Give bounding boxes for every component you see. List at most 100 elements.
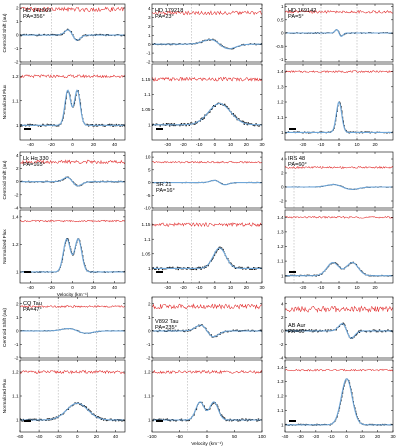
shift-model — [285, 29, 393, 37]
y-tick-label: 2 — [16, 301, 19, 306]
x-tick-label: -10 — [328, 434, 335, 439]
x-tick-label: -40 — [36, 434, 43, 439]
y-tick-label: 0 — [148, 180, 151, 185]
y-tick-label: 4 — [281, 157, 284, 162]
shift-model — [20, 328, 125, 334]
shift-perpendicular — [20, 304, 125, 308]
y-tick-label: 1 — [148, 266, 151, 271]
x-tick-label: 10 — [228, 142, 234, 147]
star-name: AB Aur — [288, 323, 306, 329]
y-tick-label: 1 — [16, 315, 19, 320]
flux-axes: 1 1.1 1.2 — [12, 63, 126, 141]
x-tick-label: 30 — [259, 285, 265, 290]
centroid-shift-axes: -2 -1 0 1 2 — [14, 296, 126, 361]
flux-data — [152, 102, 262, 127]
y-tick-label: 1.05 — [142, 107, 151, 112]
centroid-shift-axes: -2 -1 0 1 2 3 4 — [146, 3, 263, 65]
resolution-bar — [156, 128, 163, 130]
flux-model — [20, 89, 125, 126]
y-tick-label: -1 — [14, 46, 19, 51]
flux-model — [152, 401, 262, 421]
x-tick-label: -20 — [55, 434, 62, 439]
y-tick-label: -10 — [144, 206, 151, 211]
y-tick-label: -2 — [146, 60, 151, 65]
flux-model — [285, 378, 393, 426]
shift-model — [285, 184, 393, 190]
y-tick-label: 1 — [16, 19, 19, 24]
resolution-bar — [289, 420, 296, 422]
y-tick-label: 1 — [281, 130, 284, 135]
flux-residual — [152, 369, 262, 375]
axes-frame — [151, 209, 263, 284]
x-tick-label: 40 — [112, 285, 118, 290]
star-name: HD 179218 — [155, 8, 183, 14]
y-tick-label: -2 — [279, 199, 284, 204]
x-tick-label: 20 — [372, 285, 378, 290]
x-tick-label: -30 — [164, 142, 171, 147]
y-tick-label: 1 — [148, 33, 151, 38]
y-axis-label-flux: Normalized Flux — [2, 229, 8, 264]
star-name: HD 169142 — [288, 8, 316, 14]
flux-model — [285, 100, 393, 133]
y-tick-label: 1.2 — [12, 370, 19, 375]
centroid-shift-axes: -4 -2 0 2 4 — [279, 296, 394, 361]
centroid-shift-axes: -4 -2 0 2 4 — [14, 151, 126, 211]
flux-axes: 1 1.1 1.2 — [144, 359, 263, 433]
flux-data — [152, 246, 262, 271]
x-tick-label: 10 — [360, 434, 366, 439]
flux-data — [285, 378, 393, 426]
flux-residual — [20, 74, 125, 79]
flux-residual — [152, 222, 262, 228]
y-tick-label: -0.5 — [276, 44, 284, 49]
x-tick-label: -40 — [27, 142, 34, 147]
x-tick-label: 100 — [258, 434, 266, 439]
flux-residual — [20, 219, 125, 223]
flux-axes: 1 1.05 1.1 1.15 — [142, 63, 263, 141]
x-tick-label: 0 — [214, 285, 217, 290]
y-tick-label: 1.3 — [277, 230, 284, 235]
y-tick-label: 10 — [145, 155, 151, 160]
shift-perpendicular — [285, 165, 393, 169]
shift-perpendicular — [285, 10, 393, 14]
flux-residual — [285, 216, 393, 219]
position-angle: PA=60° — [288, 329, 307, 335]
resolution-bar — [156, 271, 163, 273]
y-tick-label: 2 — [148, 24, 151, 29]
y-tick-label: 1.1 — [144, 92, 151, 97]
y-tick-label: 2 — [16, 6, 19, 11]
y-tick-label: -1 — [146, 51, 151, 56]
y-tick-label: -2 — [14, 356, 19, 361]
axes-frame — [151, 151, 263, 209]
shift-model — [20, 29, 125, 41]
y-tick-label: -4 — [14, 206, 19, 211]
x-tick-label: 0 — [214, 142, 217, 147]
x-tick-label: 20 — [91, 142, 97, 147]
y-tick-label: 1.15 — [142, 222, 151, 227]
x-tick-label: 40 — [112, 142, 118, 147]
y-tick-label: 0 — [16, 179, 19, 184]
x-axis-label: Velocity (km⁻¹) — [191, 441, 223, 446]
shift-perpendicular — [20, 159, 125, 165]
y-tick-label: 1.15 — [142, 77, 151, 82]
y-tick-label: 0 — [281, 31, 284, 36]
x-tick-label: 20 — [244, 285, 250, 290]
centroid-shift-axes: -10 -5 0 5 10 — [144, 151, 263, 211]
axes-frame — [151, 3, 263, 63]
x-tick-label: 10 — [354, 285, 360, 290]
flux-data — [152, 401, 262, 422]
x-tick-label: -50 — [176, 434, 183, 439]
x-axis-label: Velocity (km⁻¹) — [57, 292, 89, 298]
shift-model — [20, 176, 125, 187]
y-tick-label: -5 — [146, 193, 151, 198]
y-tick-label: 1.4 — [12, 214, 19, 219]
position-angle: PA=356° — [23, 14, 45, 20]
y-tick-label: 1 — [16, 270, 19, 275]
x-tick-label: -100 — [147, 434, 157, 439]
x-tick-label: 30 — [390, 434, 396, 439]
y-tick-label: -1 — [14, 342, 19, 347]
axes-frame — [284, 296, 394, 359]
flux-data — [285, 261, 393, 277]
